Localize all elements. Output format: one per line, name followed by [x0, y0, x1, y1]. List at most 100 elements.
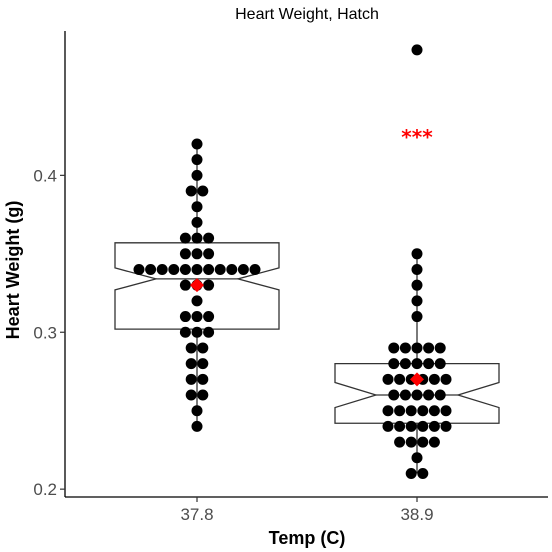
data-point — [394, 420, 406, 432]
data-point — [423, 358, 435, 370]
data-point — [145, 263, 157, 275]
data-point — [428, 436, 440, 448]
data-point — [399, 342, 411, 354]
data-point — [185, 358, 197, 370]
data-point — [405, 405, 417, 417]
data-point — [388, 358, 400, 370]
x-tick-label: 38.9 — [400, 505, 433, 524]
data-point — [405, 467, 417, 479]
data-point — [191, 138, 203, 150]
data-point — [405, 420, 417, 432]
data-point — [191, 311, 203, 323]
data-point — [179, 279, 191, 291]
y-tick-label: 0.2 — [33, 480, 57, 499]
data-point — [411, 358, 423, 370]
data-point — [168, 263, 180, 275]
data-point — [191, 169, 203, 181]
data-point — [185, 373, 197, 385]
data-point — [226, 263, 238, 275]
data-point — [185, 185, 197, 197]
data-point — [191, 326, 203, 338]
data-point — [388, 389, 400, 401]
data-point — [382, 405, 394, 417]
data-point — [249, 263, 261, 275]
data-point — [434, 342, 446, 354]
data-point — [434, 389, 446, 401]
data-point — [434, 358, 446, 370]
x-axis-label: Temp (C) — [269, 528, 346, 548]
data-point — [411, 44, 423, 56]
data-point — [417, 436, 429, 448]
significance-annotation: *** — [401, 125, 433, 149]
data-point — [133, 263, 145, 275]
data-point — [191, 154, 203, 166]
y-tick-label: 0.4 — [33, 166, 57, 185]
data-point — [399, 389, 411, 401]
data-point — [417, 405, 429, 417]
data-point — [417, 467, 429, 479]
data-point — [191, 201, 203, 213]
data-point — [411, 248, 423, 260]
data-point — [191, 232, 203, 244]
data-point — [203, 248, 215, 260]
data-point — [156, 263, 168, 275]
data-point — [440, 420, 452, 432]
data-point — [428, 420, 440, 432]
data-point — [399, 358, 411, 370]
data-point — [405, 436, 417, 448]
data-point — [203, 326, 215, 338]
data-point — [214, 263, 226, 275]
chart-title: Heart Weight, Hatch — [235, 6, 379, 23]
data-point — [197, 342, 209, 354]
data-point — [191, 263, 203, 275]
data-point — [417, 420, 429, 432]
data-point — [179, 248, 191, 260]
data-point — [423, 342, 435, 354]
data-point — [203, 279, 215, 291]
data-point — [411, 295, 423, 307]
data-point — [411, 279, 423, 291]
data-point — [423, 389, 435, 401]
data-point — [440, 373, 452, 385]
data-point — [179, 326, 191, 338]
data-point — [191, 420, 203, 432]
data-point — [197, 389, 209, 401]
data-point — [411, 452, 423, 464]
data-point — [394, 405, 406, 417]
data-point — [203, 263, 215, 275]
data-point — [185, 389, 197, 401]
data-point — [191, 248, 203, 260]
data-point — [388, 342, 400, 354]
data-point — [203, 232, 215, 244]
data-point — [191, 216, 203, 228]
data-point — [382, 420, 394, 432]
data-point — [440, 405, 452, 417]
data-point — [394, 373, 406, 385]
data-point — [179, 232, 191, 244]
data-point — [382, 373, 394, 385]
data-point — [197, 185, 209, 197]
data-point — [191, 405, 203, 417]
x-tick-label: 37.8 — [180, 505, 213, 524]
data-point — [411, 342, 423, 354]
data-point — [203, 311, 215, 323]
data-point — [237, 263, 249, 275]
data-point — [411, 389, 423, 401]
plot-area: *** 0.2 0.3 0.4 37.8 38.9 — [33, 31, 548, 524]
y-tick-label: 0.3 — [33, 323, 57, 342]
data-point — [428, 373, 440, 385]
data-point — [185, 342, 197, 354]
mean-marker — [410, 372, 424, 387]
data-point — [179, 311, 191, 323]
mean-marker — [190, 278, 204, 293]
data-point — [411, 263, 423, 275]
data-point — [197, 358, 209, 370]
data-point — [411, 311, 423, 323]
y-axis-label: Heart Weight (g) — [3, 201, 23, 340]
data-point — [428, 405, 440, 417]
data-point — [191, 295, 203, 307]
data-point — [197, 373, 209, 385]
data-point — [179, 263, 191, 275]
data-point — [394, 436, 406, 448]
